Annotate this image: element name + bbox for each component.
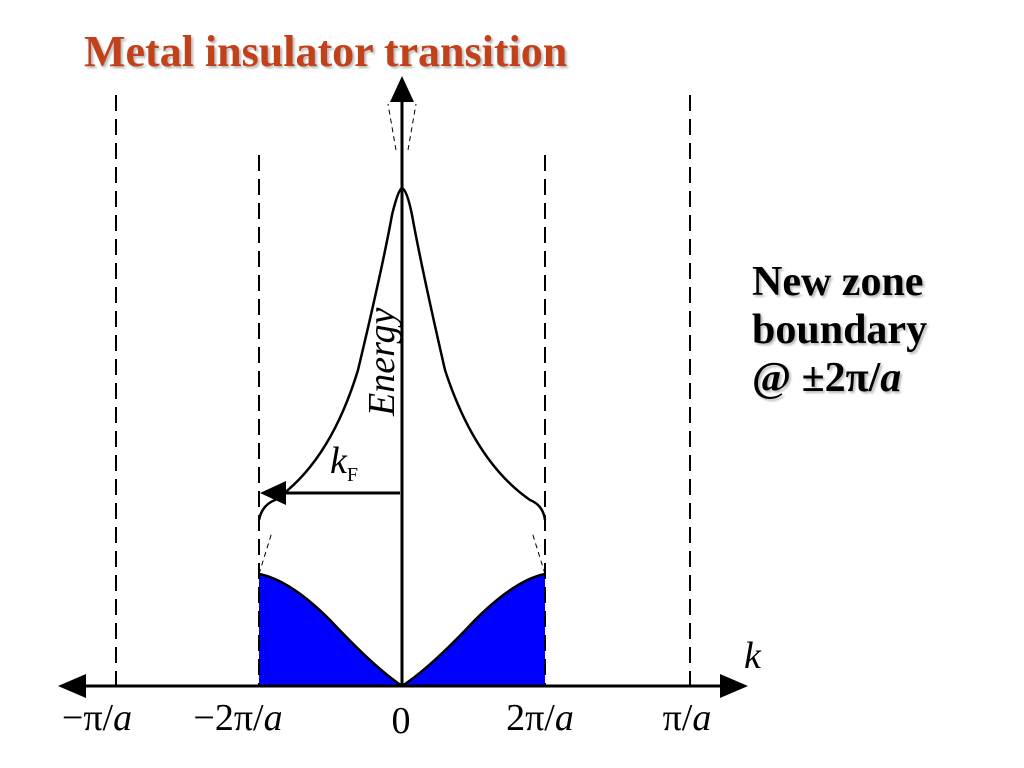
tick-label-plus-pi: π/a <box>663 697 712 739</box>
k-axis-arrow-left <box>58 674 86 698</box>
fermi-label-sub: F <box>347 464 358 486</box>
tick-label-zero: 0 <box>392 700 411 742</box>
tick-label-plus-2pi: 2π/a <box>506 697 574 739</box>
tick-label-minus-2pi: −2π/a <box>193 697 282 739</box>
free-electron-curve <box>258 103 546 575</box>
fermi-label: kF <box>330 440 358 486</box>
fermi-label-main: k <box>330 440 348 482</box>
tick-label-minus-pi-var: a <box>113 697 132 739</box>
page-title: Metal insulator transition <box>84 27 568 76</box>
energy-axis-label: Energy <box>361 308 403 417</box>
tick-label-minus-2pi-num: −2π/ <box>193 697 264 739</box>
tick-label-minus-pi: −π/a <box>62 697 132 739</box>
k-axis-label: k <box>744 635 762 677</box>
note-line-3-prefix: @ ±2π/ <box>752 355 881 401</box>
fermi-arrow-head <box>260 481 286 505</box>
zone-boundary-note: New zone boundary @ ±2π/a <box>752 258 927 402</box>
tick-label-minus-2pi-var: a <box>264 697 283 739</box>
note-line-1: New zone <box>752 259 924 305</box>
energy-axis-arrow <box>390 76 414 102</box>
tick-label-plus-2pi-num: 2π/ <box>506 697 555 739</box>
note-line-3: @ ±2π/a <box>752 354 927 402</box>
tick-label-plus-pi-num: π/ <box>663 697 693 739</box>
tick-label-minus-pi-num: −π/ <box>62 697 114 739</box>
tick-label-plus-pi-var: a <box>692 697 711 739</box>
note-line-2: boundary <box>752 307 928 353</box>
note-line-3-var: a <box>880 355 902 401</box>
tick-label-zero-num: 0 <box>392 700 411 742</box>
tick-label-plus-2pi-var: a <box>555 697 574 739</box>
k-axis-arrow-right <box>720 674 748 698</box>
